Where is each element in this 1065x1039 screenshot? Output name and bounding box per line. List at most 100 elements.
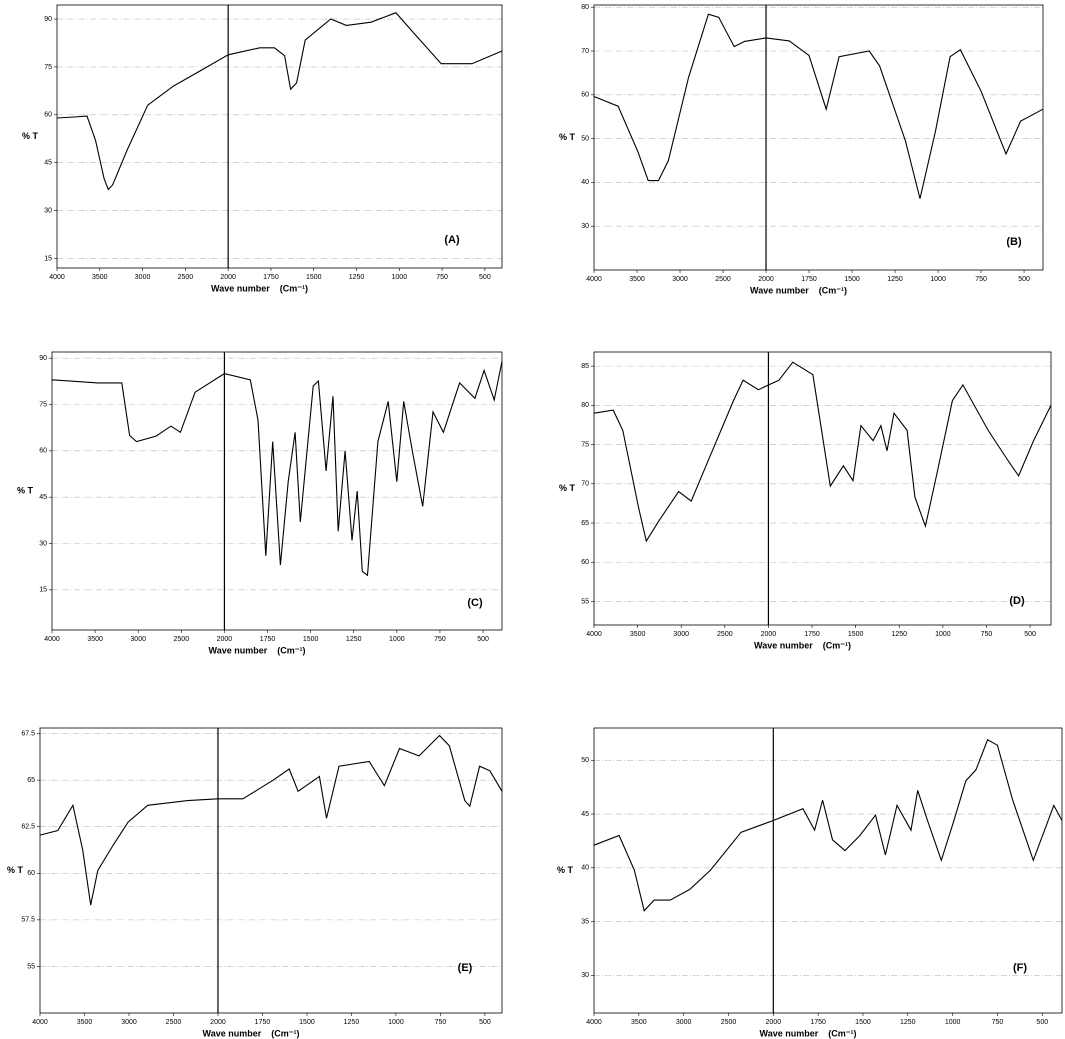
x-tick-label: 3000: [135, 274, 151, 281]
x-tick-label: 2000: [758, 276, 774, 283]
x-tick-label: 500: [477, 636, 489, 643]
x-tick-label: 3500: [631, 1019, 647, 1026]
y-tick-label: 40: [581, 865, 589, 872]
x-tick-label: 3500: [77, 1019, 93, 1026]
x-tick-label: 4000: [32, 1019, 48, 1026]
y-axis-label: % T: [22, 131, 39, 141]
x-tick-label: 2500: [174, 636, 190, 643]
spectrum-line: [51, 361, 503, 577]
x-tick-label: 2500: [717, 631, 733, 638]
x-tick-label: 2500: [721, 1019, 737, 1026]
panel-label: (E): [458, 962, 473, 974]
x-axis-label: Wave number (Cm⁻¹): [211, 283, 308, 293]
x-tick-label: 3500: [630, 631, 646, 638]
x-tick-label: 750: [981, 631, 993, 638]
x-axis-label: Wave number (Cm⁻¹): [209, 645, 306, 655]
y-axis-label: % T: [557, 865, 574, 875]
y-axis-label: % T: [559, 132, 576, 142]
panel-label: (F): [1013, 962, 1027, 974]
x-tick-label: 1250: [891, 631, 907, 638]
x-tick-label: 4000: [586, 276, 602, 283]
plot-frame: [593, 351, 1052, 626]
x-axis-label: Wave number (Cm⁻¹): [760, 1028, 857, 1038]
x-axis-label: Wave number (Cm⁻¹): [754, 640, 851, 650]
plot-frame: [56, 4, 503, 269]
panel-label: (D): [1009, 595, 1025, 607]
y-axis-label: % T: [17, 485, 34, 495]
y-tick-label: 15: [44, 255, 52, 262]
x-tick-label: 750: [434, 636, 446, 643]
y-axis-label: % T: [559, 483, 576, 493]
plot-frame: [593, 727, 1063, 1014]
x-axis-label: Wave number (Cm⁻¹): [750, 285, 847, 295]
spectrum-line: [593, 361, 1052, 543]
y-tick-label: 15: [39, 587, 47, 594]
x-tick-label: 1500: [303, 636, 319, 643]
x-tick-label: 1750: [263, 274, 279, 281]
y-tick-label: 62.5: [21, 824, 35, 831]
x-tick-label: 4000: [44, 636, 60, 643]
x-tick-label: 2000: [210, 1019, 226, 1026]
x-tick-label: 4000: [586, 631, 602, 638]
plot-frame: [51, 351, 503, 631]
plot-frame: [39, 727, 503, 1014]
y-tick-label: 60: [581, 559, 589, 566]
x-tick-label: 2500: [178, 274, 194, 281]
x-tick-label: 2000: [217, 636, 233, 643]
x-tick-label: 2500: [166, 1019, 182, 1026]
y-tick-label: 55: [581, 598, 589, 605]
x-tick-label: 1000: [945, 1019, 961, 1026]
y-tick-label: 45: [39, 494, 47, 501]
x-tick-label: 500: [1018, 276, 1030, 283]
y-tick-label: 75: [39, 401, 47, 408]
y-tick-label: 45: [581, 811, 589, 818]
x-tick-label: 2000: [766, 1019, 782, 1026]
y-tick-label: 40: [581, 179, 589, 186]
x-tick-label: 1500: [299, 1019, 315, 1026]
y-tick-label: 55: [27, 963, 35, 970]
x-tick-label: 1500: [306, 274, 322, 281]
x-tick-label: 1750: [804, 631, 820, 638]
x-tick-label: 1250: [344, 1019, 360, 1026]
x-tick-label: 750: [436, 274, 448, 281]
x-tick-label: 3000: [672, 276, 688, 283]
y-tick-label: 75: [44, 64, 52, 71]
x-tick-label: 1000: [930, 276, 946, 283]
x-tick-label: 1000: [392, 274, 408, 281]
y-tick-label: 67.5: [21, 730, 35, 737]
x-tick-label: 1750: [801, 276, 817, 283]
x-tick-label: 3000: [121, 1019, 137, 1026]
x-tick-label: 2000: [761, 631, 777, 638]
y-tick-label: 75: [581, 441, 589, 448]
x-tick-label: 500: [1024, 631, 1036, 638]
x-tick-label: 3000: [130, 636, 146, 643]
x-tick-label: 500: [1036, 1019, 1048, 1026]
x-tick-label: 500: [479, 274, 491, 281]
x-tick-label: 1500: [844, 276, 860, 283]
x-tick-label: 750: [992, 1019, 1004, 1026]
spectrum-line: [39, 734, 503, 906]
x-tick-label: 3500: [629, 276, 645, 283]
x-tick-label: 1500: [848, 631, 864, 638]
x-tick-label: 1750: [260, 636, 276, 643]
y-tick-label: 70: [581, 481, 589, 488]
x-tick-label: 1250: [349, 274, 365, 281]
x-tick-label: 1000: [388, 1019, 404, 1026]
spectrum-line: [593, 739, 1063, 912]
panel-label: (B): [1006, 236, 1022, 248]
x-tick-label: 1250: [346, 636, 362, 643]
y-tick-label: 60: [581, 92, 589, 99]
spectrum-line: [56, 12, 503, 191]
y-tick-label: 30: [39, 540, 47, 547]
y-axis-label: % T: [7, 865, 24, 875]
panel-label: (A): [444, 234, 460, 246]
y-tick-label: 50: [581, 757, 589, 764]
y-tick-label: 45: [44, 160, 52, 167]
x-tick-label: 2500: [715, 276, 731, 283]
x-tick-label: 1250: [887, 276, 903, 283]
x-tick-label: 750: [975, 276, 987, 283]
x-tick-label: 1750: [810, 1019, 826, 1026]
y-tick-label: 30: [581, 972, 589, 979]
